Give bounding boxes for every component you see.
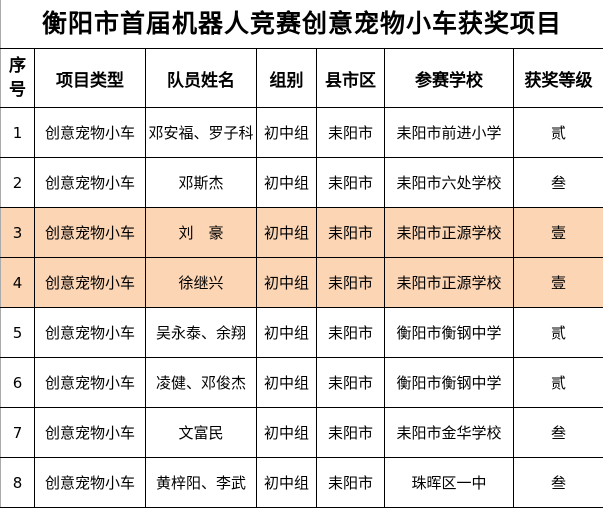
cell-no: 3 xyxy=(0,207,35,258)
cell-group: 初中组 xyxy=(256,257,317,308)
cell-county: 耒阳市 xyxy=(316,207,385,258)
header-school: 参赛学校 xyxy=(384,48,514,108)
cell-county: 耒阳市 xyxy=(316,257,385,308)
cell-no: 8 xyxy=(0,457,35,508)
table-row: 4 创意宠物小车 徐继兴 初中组 耒阳市 耒阳市正源学校壹 xyxy=(0,257,603,308)
page-title: 衡阳市首届机器人竞赛创意宠物小车获奖项目 xyxy=(0,0,603,48)
cell-school: 衡阳市衡钢中学 xyxy=(384,357,514,408)
cell-no: 4 xyxy=(0,257,35,308)
table-row: 6 创意宠物小车 凌健、邓俊杰 初中组 耒阳市 衡阳市衡钢中学贰 xyxy=(0,357,603,408)
header-no: 序号 xyxy=(0,48,35,108)
cell-school: 耒阳市金华学校 xyxy=(384,407,514,458)
cell-no: 6 xyxy=(0,357,35,408)
cell-award: 壹 xyxy=(513,257,603,308)
cell-type: 创意宠物小车 xyxy=(34,157,146,208)
cell-type: 创意宠物小车 xyxy=(34,307,146,358)
cell-members: 吴永泰、余翔 xyxy=(145,307,257,358)
cell-school: 衡阳市衡钢中学 xyxy=(384,307,514,358)
cell-school: 耒阳市正源学校 xyxy=(384,207,514,258)
cell-award: 叁 xyxy=(513,407,603,458)
cell-group: 初中组 xyxy=(256,107,317,158)
cell-members: 凌健、邓俊杰 xyxy=(145,357,257,408)
cell-members: 文富民 xyxy=(145,407,257,458)
header-type: 项目类型 xyxy=(34,48,146,108)
cell-type: 创意宠物小车 xyxy=(34,257,146,308)
cell-group: 初中组 xyxy=(256,357,317,408)
cell-members: 邓安福、罗子科 xyxy=(145,107,257,158)
cell-group: 初中组 xyxy=(256,207,317,258)
cell-group: 初中组 xyxy=(256,407,317,458)
cell-group: 初中组 xyxy=(256,457,317,508)
cell-type: 创意宠物小车 xyxy=(34,357,146,408)
cell-school: 耒阳市前进小学 xyxy=(384,107,514,158)
cell-type: 创意宠物小车 xyxy=(34,107,146,158)
cell-no: 5 xyxy=(0,307,35,358)
cell-award: 叁 xyxy=(513,157,603,208)
table-row: 8 创意宠物小车 黄梓阳、李武 初中组 耒阳市 珠晖区一中叁 xyxy=(0,457,603,508)
cell-award: 贰 xyxy=(513,307,603,358)
cell-award: 叁 xyxy=(513,457,603,508)
header-county: 县市区 xyxy=(316,48,385,108)
cell-county: 耒阳市 xyxy=(316,457,385,508)
cell-members: 徐继兴 xyxy=(145,257,257,308)
cell-school: 耒阳市正源学校 xyxy=(384,257,514,308)
cell-county: 耒阳市 xyxy=(316,107,385,158)
cell-no: 2 xyxy=(0,157,35,208)
cell-type: 创意宠物小车 xyxy=(34,207,146,258)
cell-county: 耒阳市 xyxy=(316,357,385,408)
cell-school: 珠晖区一中 xyxy=(384,457,514,508)
header-group: 组别 xyxy=(256,48,317,108)
cell-award: 贰 xyxy=(513,107,603,158)
cell-group: 初中组 xyxy=(256,157,317,208)
table-row: 2 创意宠物小车 邓斯杰 初中组 耒阳市 耒阳市六处学校叁 xyxy=(0,157,603,208)
header-members: 队员姓名 xyxy=(145,48,257,108)
table-row: 3 创意宠物小车刘 豪初中组 耒阳市 耒阳市正源学校壹 xyxy=(0,207,603,258)
header-row: 序号 项目类型 队员姓名 组别 县市区 参赛学校 获奖等级 xyxy=(0,48,603,108)
cell-members: 黄梓阳、李武 xyxy=(145,457,257,508)
table-row: 7 创意宠物小车 文富民 初中组 耒阳市 耒阳市金华学校叁 xyxy=(0,407,603,458)
awards-table: 序号 项目类型 队员姓名 组别 县市区 参赛学校 获奖等级 1 创意宠物小车 邓安福… xyxy=(0,48,603,508)
header-award: 获奖等级 xyxy=(513,48,603,108)
cell-no: 1 xyxy=(0,107,35,158)
table-row: 5 创意宠物小车 吴永泰、余翔 初中组 耒阳市 衡阳市衡钢中学贰 xyxy=(0,307,603,358)
cell-members: 邓斯杰 xyxy=(145,157,257,208)
cell-type: 创意宠物小车 xyxy=(34,407,146,458)
cell-school: 耒阳市六处学校 xyxy=(384,157,514,208)
table-body: 1 创意宠物小车 邓安福、罗子科 初中组 耒阳市 耒阳市前进小学贰 2 创意宠物小车 邓斯杰 初中… xyxy=(0,107,603,508)
cell-type: 创意宠物小车 xyxy=(34,457,146,508)
cell-award: 壹 xyxy=(513,207,603,258)
cell-county: 耒阳市 xyxy=(316,157,385,208)
cell-county: 耒阳市 xyxy=(316,407,385,458)
cell-no: 7 xyxy=(0,407,35,458)
table-row: 1 创意宠物小车 邓安福、罗子科 初中组 耒阳市 耒阳市前进小学贰 xyxy=(0,107,603,158)
cell-award: 贰 xyxy=(513,357,603,408)
cell-group: 初中组 xyxy=(256,307,317,358)
cell-county: 耒阳市 xyxy=(316,307,385,358)
cell-members: 刘 豪 xyxy=(145,207,257,258)
